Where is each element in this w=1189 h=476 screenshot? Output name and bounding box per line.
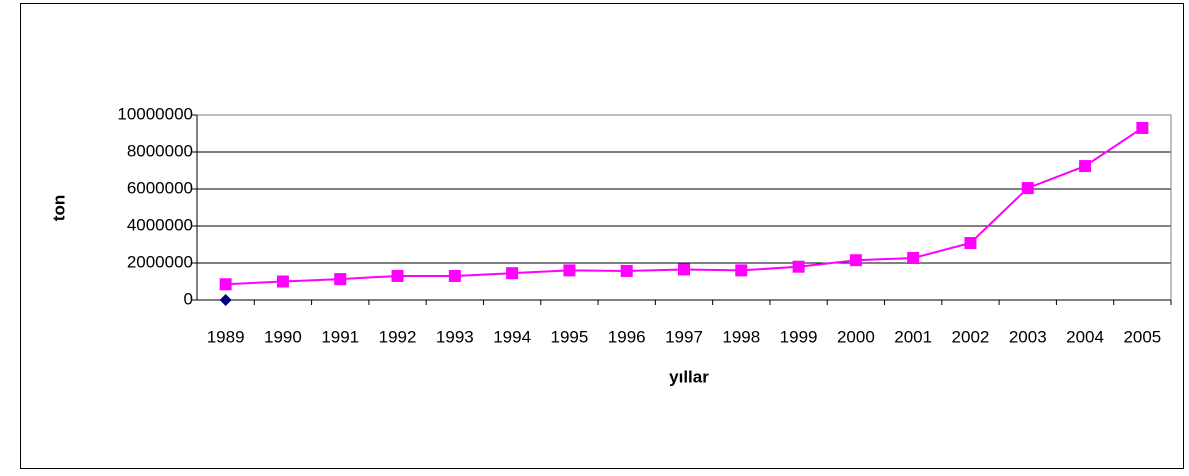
marker xyxy=(620,264,633,277)
y-tick-label: 6000000 xyxy=(127,178,193,197)
x-tick-label: 1989 xyxy=(207,327,245,346)
marker xyxy=(735,264,748,277)
x-tick-label: 1996 xyxy=(608,327,646,346)
x-tick-label: 1998 xyxy=(722,327,760,346)
marker xyxy=(448,269,461,282)
x-tick-label: 2005 xyxy=(1123,327,1161,346)
marker xyxy=(792,260,805,273)
x-tick-label: 2000 xyxy=(837,327,875,346)
y-tick-label: 10000000 xyxy=(117,104,193,123)
x-tick-label: 2001 xyxy=(894,327,932,346)
chart-frame xyxy=(20,3,1184,469)
x-tick-label: 1997 xyxy=(665,327,703,346)
marker xyxy=(678,263,690,276)
marker xyxy=(1021,182,1034,195)
x-tick-label: 2003 xyxy=(1009,327,1047,346)
x-tick-label: 1990 xyxy=(264,327,302,346)
marker xyxy=(1079,160,1092,173)
marker xyxy=(964,237,977,250)
marker xyxy=(219,294,232,306)
y-tick-label: 4000000 xyxy=(127,215,193,234)
y-tick-label: 8000000 xyxy=(127,141,193,160)
x-tick-label: 1991 xyxy=(321,327,359,346)
x-tick-label: 1995 xyxy=(550,327,588,346)
x-tick-label: 1994 xyxy=(493,327,531,346)
x-tick-label: 2002 xyxy=(952,327,990,346)
x-axis-label: yıllar xyxy=(669,367,709,386)
marker xyxy=(1136,121,1149,134)
x-tick-label: 1992 xyxy=(379,327,417,346)
y-tick-label: 2000000 xyxy=(127,252,193,271)
x-tick-label: 2004 xyxy=(1066,327,1104,346)
marker xyxy=(506,267,519,280)
y-tick-label: 0 xyxy=(184,289,193,308)
marker xyxy=(563,264,576,277)
marker xyxy=(391,269,404,282)
x-tick-label: 1993 xyxy=(436,327,474,346)
marker xyxy=(907,252,920,265)
y-axis-label: ton xyxy=(49,195,68,221)
marker xyxy=(276,275,289,288)
marker xyxy=(219,278,232,291)
marker xyxy=(849,254,862,267)
x-tick-label: 1999 xyxy=(780,327,818,346)
marker xyxy=(334,273,347,286)
